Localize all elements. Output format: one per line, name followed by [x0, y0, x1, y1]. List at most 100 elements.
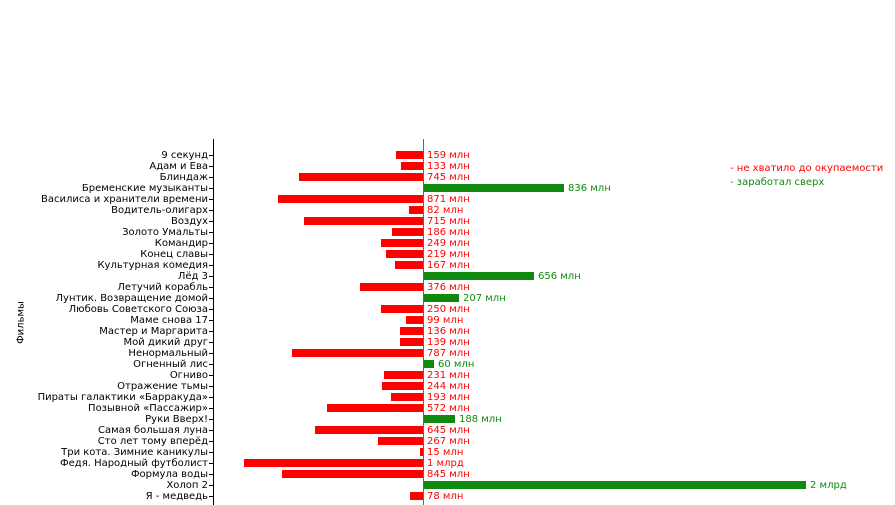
value-label: 188 млн: [459, 414, 502, 425]
y-tick-mark: [209, 188, 213, 189]
legend: - не хватило до окупаемости - заработал …: [730, 162, 883, 190]
bar-earned-over: [424, 184, 564, 192]
y-axis-line: [213, 139, 214, 505]
value-label: 250 млн: [427, 304, 470, 315]
y-tick-mark: [209, 210, 213, 211]
value-label: 231 млн: [427, 370, 470, 381]
y-tick-label: Формула воды: [130, 469, 208, 480]
bar-short-of-breakeven: [396, 151, 423, 159]
y-tick-label: Мастер и Маргарита: [99, 326, 208, 337]
y-tick-label: Ненормальный: [128, 348, 208, 359]
value-label: 745 млн: [427, 172, 470, 183]
bar-short-of-breakeven: [409, 206, 423, 214]
y-tick-mark: [209, 331, 213, 332]
y-tick-mark: [209, 463, 213, 464]
y-tick-mark: [209, 386, 213, 387]
y-tick-label: Позывной «Пассажир»: [88, 403, 208, 414]
value-label: 645 млн: [427, 425, 470, 436]
y-tick-mark: [209, 397, 213, 398]
value-label: 572 млн: [427, 403, 470, 414]
value-label: 60 млн: [438, 359, 475, 370]
y-tick-label: Огненный лис: [133, 359, 208, 370]
y-tick-mark: [209, 276, 213, 277]
y-tick-mark: [209, 232, 213, 233]
bar-short-of-breakeven: [304, 217, 423, 225]
value-label: 78 млн: [427, 491, 464, 502]
value-label: 219 млн: [427, 249, 470, 260]
value-label: 845 млн: [427, 469, 470, 480]
y-tick-mark: [209, 320, 213, 321]
y-tick-label: Огниво: [169, 370, 208, 381]
bar-short-of-breakeven: [378, 437, 423, 445]
bar-short-of-breakeven: [410, 492, 423, 500]
value-label: 167 млн: [427, 260, 470, 271]
y-tick-mark: [209, 309, 213, 310]
y-tick-label: Отражение тьмы: [117, 381, 208, 392]
value-label: 715 млн: [427, 216, 470, 227]
value-label: 99 млн: [427, 315, 464, 326]
zero-baseline-line: [423, 139, 424, 505]
bar-earned-over: [424, 481, 806, 489]
y-tick-label: Золото Умальты: [122, 227, 208, 238]
bar-short-of-breakeven: [299, 173, 423, 181]
value-label: 267 млн: [427, 436, 470, 447]
bar-earned-over: [424, 360, 434, 368]
y-tick-label: Блиндаж: [159, 172, 208, 183]
bar-earned-over: [424, 294, 459, 302]
bar-short-of-breakeven: [391, 393, 423, 401]
y-tick-mark: [209, 155, 213, 156]
y-tick-label: Командир: [154, 238, 208, 249]
y-tick-mark: [209, 287, 213, 288]
y-tick-label: Воздух: [170, 216, 208, 227]
y-tick-mark: [209, 375, 213, 376]
bar-earned-over: [424, 272, 534, 280]
y-tick-label: 9 секунд: [161, 150, 208, 161]
value-label: 376 млн: [427, 282, 470, 293]
y-tick-label: Лёд 3: [177, 271, 208, 282]
y-tick-label: Бременские музыканты: [81, 183, 208, 194]
value-label: 136 млн: [427, 326, 470, 337]
y-tick-mark: [209, 265, 213, 266]
value-label: 249 млн: [427, 238, 470, 249]
bar-short-of-breakeven: [400, 327, 423, 335]
y-tick-mark: [209, 419, 213, 420]
y-tick-mark: [209, 177, 213, 178]
bar-short-of-breakeven: [382, 382, 423, 390]
value-label: 193 млн: [427, 392, 470, 403]
y-tick-mark: [209, 254, 213, 255]
y-tick-label: Летучий корабль: [117, 282, 208, 293]
y-tick-mark: [209, 496, 213, 497]
y-tick-mark: [209, 342, 213, 343]
y-tick-mark: [209, 430, 213, 431]
y-tick-label: Руки Вверх!: [145, 414, 208, 425]
bar-short-of-breakeven: [384, 371, 423, 379]
value-label: 159 млн: [427, 150, 470, 161]
bar-short-of-breakeven: [360, 283, 423, 291]
bar-short-of-breakeven: [392, 228, 423, 236]
y-tick-label: Самая большая луна: [98, 425, 208, 436]
value-label: 787 млн: [427, 348, 470, 359]
y-tick-label: Лунтик. Возвращение домой: [55, 293, 209, 304]
bar-short-of-breakeven: [327, 404, 423, 412]
y-tick-label: Адам и Ева: [149, 161, 208, 172]
bar-short-of-breakeven: [401, 162, 423, 170]
y-tick-label: Культурная комедия: [97, 260, 208, 271]
y-tick-label: Водитель-олигарх: [111, 205, 208, 216]
bar-short-of-breakeven: [381, 239, 423, 247]
y-tick-mark: [209, 452, 213, 453]
legend-item-short-of-breakeven: - не хватило до окупаемости: [730, 163, 884, 174]
y-tick-mark: [209, 298, 213, 299]
value-label: 207 млн: [463, 293, 506, 304]
y-tick-label: Три кота. Зимние каникулы: [61, 447, 208, 458]
bar-short-of-breakeven: [278, 195, 423, 203]
bar-short-of-breakeven: [292, 349, 423, 357]
y-tick-mark: [209, 474, 213, 475]
y-tick-mark: [209, 441, 213, 442]
value-label: 15 млн: [427, 447, 464, 458]
y-tick-mark: [209, 199, 213, 200]
y-tick-mark: [209, 243, 213, 244]
bar-earned-over: [424, 415, 455, 423]
legend-item-earned-over: - заработал сверх: [730, 177, 825, 188]
y-tick-mark: [209, 364, 213, 365]
